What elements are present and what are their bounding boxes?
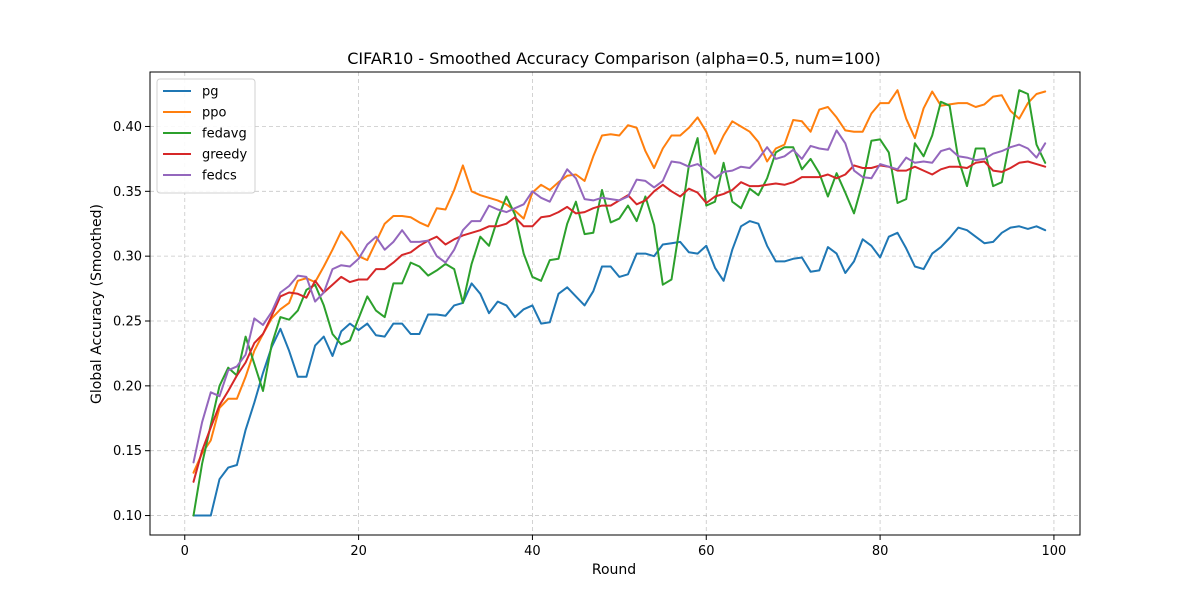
tick-layer: 0 20 40 60 80 100 0.10 0.15 0.20 0.25 0.30 0.35 0.40 [113, 120, 1066, 559]
series-line-greedy [192, 160, 1047, 483]
y-tick-label: 0.40 [113, 120, 142, 135]
legend-label-fedavg: fedavg [202, 127, 247, 142]
legend-box [156, 78, 256, 194]
y-tick-label: 0.10 [113, 509, 142, 524]
x-axis-label: Round [592, 562, 636, 578]
y-tick-label: 0.30 [113, 250, 142, 265]
legend-label-greedy: greedy [202, 148, 248, 163]
series-line-ppo [192, 89, 1047, 474]
legend-label-pg: pg [202, 85, 219, 100]
y-tick-label: 0.25 [113, 315, 142, 330]
series-line-fedcs [192, 129, 1047, 464]
series-line-pg [192, 220, 1047, 517]
series-layer [192, 89, 1047, 517]
x-tick-label: 100 [1042, 544, 1067, 559]
chart-title: CIFAR10 - Smoothed Accuracy Comparison (… [347, 49, 881, 68]
y-tick-label: 0.35 [113, 185, 142, 200]
y-tick-label: 0.15 [113, 444, 142, 459]
x-tick-label: 60 [698, 544, 715, 559]
y-tick-label: 0.20 [113, 379, 142, 394]
x-tick-label: 20 [350, 544, 367, 559]
x-tick-label: 0 [181, 544, 189, 559]
legend: pg ppo fedavg greedy fedcs [156, 78, 256, 194]
grid-layer [150, 72, 1080, 535]
legend-label-ppo: ppo [202, 106, 227, 121]
series-line-fedavg [192, 89, 1047, 517]
legend-label-fedcs: fedcs [202, 169, 237, 184]
plot-area-frame [149, 71, 1081, 536]
x-tick-label: 40 [524, 544, 541, 559]
y-axis-label: Global Accuracy (Smoothed) [89, 204, 105, 404]
x-tick-label: 80 [872, 544, 889, 559]
